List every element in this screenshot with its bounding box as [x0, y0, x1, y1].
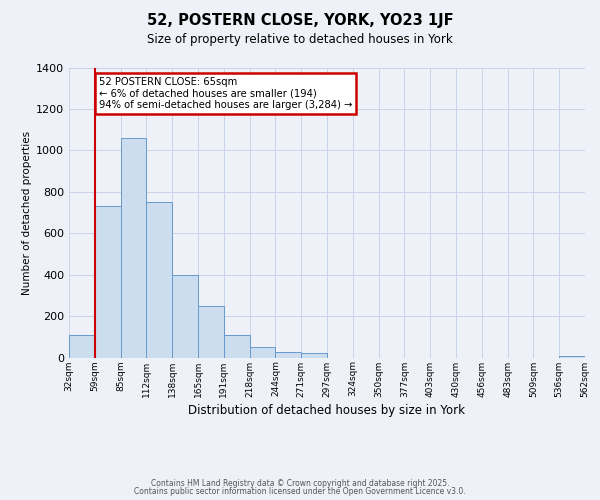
Bar [275, 352, 301, 358]
Text: 52 POSTERN CLOSE: 65sqm
← 6% of detached houses are smaller (194)
94% of semi-de: 52 POSTERN CLOSE: 65sqm ← 6% of detached… [98, 77, 352, 110]
Text: Size of property relative to detached houses in York: Size of property relative to detached ho… [147, 32, 453, 46]
Bar [146, 202, 172, 358]
Bar [198, 306, 224, 358]
Text: 52, POSTERN CLOSE, YORK, YO23 1JF: 52, POSTERN CLOSE, YORK, YO23 1JF [146, 12, 454, 28]
Text: Contains HM Land Registry data © Crown copyright and database right 2025.: Contains HM Land Registry data © Crown c… [151, 478, 449, 488]
Bar [69, 334, 95, 357]
Y-axis label: Number of detached properties: Number of detached properties [22, 130, 32, 294]
Bar [95, 206, 121, 358]
X-axis label: Distribution of detached houses by size in York: Distribution of detached houses by size … [188, 404, 466, 416]
Bar [301, 354, 327, 358]
Bar [559, 356, 585, 358]
Bar [250, 347, 275, 358]
Bar [224, 334, 250, 357]
Text: Contains public sector information licensed under the Open Government Licence v3: Contains public sector information licen… [134, 488, 466, 496]
Bar [121, 138, 146, 358]
Bar [172, 274, 198, 357]
